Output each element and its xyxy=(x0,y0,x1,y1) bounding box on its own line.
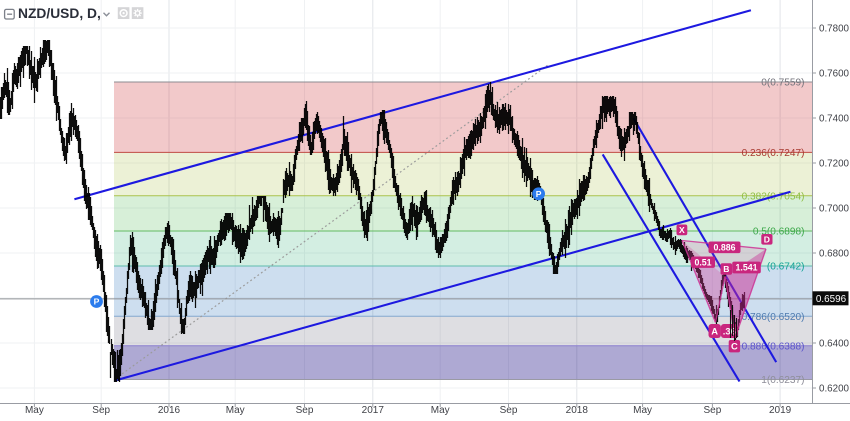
svg-text:0(0.7559): 0(0.7559) xyxy=(761,78,804,89)
svg-text:2018: 2018 xyxy=(566,405,589,416)
svg-text:X: X xyxy=(679,225,685,235)
svg-text:Sep: Sep xyxy=(92,405,110,416)
svg-text:C: C xyxy=(731,341,738,352)
svg-text:0.7000: 0.7000 xyxy=(819,204,850,215)
svg-text:2017: 2017 xyxy=(362,405,385,416)
svg-text:0.6400: 0.6400 xyxy=(819,339,850,350)
svg-text:0.51: 0.51 xyxy=(694,257,711,267)
svg-text:0.6800: 0.6800 xyxy=(819,249,850,260)
svg-text:0.6200: 0.6200 xyxy=(819,384,850,395)
svg-text:0.236(0.7247): 0.236(0.7247) xyxy=(742,148,805,159)
svg-text:0.886: 0.886 xyxy=(713,243,735,253)
svg-text:D: D xyxy=(764,234,770,244)
svg-text:May: May xyxy=(226,405,245,416)
svg-text:1.541: 1.541 xyxy=(735,263,757,273)
svg-text:May: May xyxy=(633,405,652,416)
svg-text:0.886(0.6388): 0.886(0.6388) xyxy=(742,341,805,352)
svg-text:P: P xyxy=(536,189,542,199)
svg-text:NZD/USD, D,: NZD/USD, D, xyxy=(18,6,101,21)
svg-text:2016: 2016 xyxy=(158,405,181,416)
svg-text:1(0.6237): 1(0.6237) xyxy=(761,375,804,386)
svg-text:Sep: Sep xyxy=(704,405,722,416)
svg-text:0.5(0.6898): 0.5(0.6898) xyxy=(753,227,805,238)
svg-text:0.7400: 0.7400 xyxy=(819,114,850,125)
svg-text:May: May xyxy=(431,405,450,416)
svg-text:B: B xyxy=(723,264,729,274)
svg-text:.36: .36 xyxy=(723,325,736,336)
svg-text:P: P xyxy=(94,297,100,307)
svg-text:Sep: Sep xyxy=(296,405,314,416)
svg-text:0.7200: 0.7200 xyxy=(819,159,850,170)
svg-text:2019: 2019 xyxy=(769,405,792,416)
svg-text:May: May xyxy=(25,405,44,416)
svg-text:0.7600: 0.7600 xyxy=(819,69,850,80)
svg-text:(0.6742): (0.6742) xyxy=(767,262,805,273)
svg-text:0.786(0.6520): 0.786(0.6520) xyxy=(742,312,805,323)
svg-text:Sep: Sep xyxy=(500,405,518,416)
svg-text:0.7800: 0.7800 xyxy=(819,24,850,35)
svg-text:A: A xyxy=(711,325,718,336)
svg-text:0.6596: 0.6596 xyxy=(816,294,847,305)
